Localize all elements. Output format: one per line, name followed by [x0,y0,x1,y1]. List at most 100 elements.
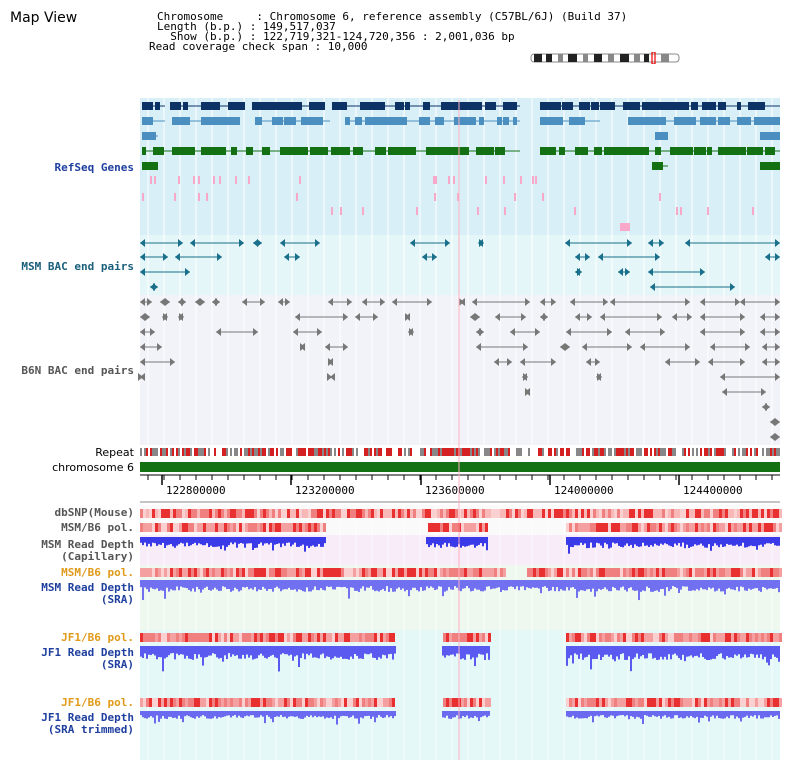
jf1-sra-depth-bar [642,646,644,655]
msm-cap-depth-bar [696,537,698,546]
msm-cap-depth-bar [318,537,320,544]
jf1-pol2-mark [743,698,746,707]
jf1-sra-depth-bar [392,646,394,660]
repeat-mark [428,448,430,456]
msm-pol2-mark [530,568,533,577]
jf1-pol2-mark [353,698,356,707]
msm-pol2-mark [482,568,485,577]
jf1-sra-depth-bar [566,646,568,666]
repeat-mark [770,448,772,456]
msm-sra-depth-bar [764,580,766,588]
jf1-trim-depth-bar [392,711,394,719]
jf1-trim-depth-bar [342,711,344,716]
jf1-pol-mark [218,633,221,642]
msm-sra-depth-bar [714,580,716,592]
msm-sra-depth-bar [244,580,246,588]
jf1-sra-depth-bar [370,646,372,654]
b6n-bac-end [165,298,170,306]
gene-exon [765,147,775,155]
repeat-mark [474,448,476,456]
msm-cap-depth-bar [706,537,708,548]
b6n-bac-end [494,358,499,366]
jf1-pol2-mark [719,698,722,707]
gene-exon [604,147,613,155]
msm-pol-mark [668,523,671,532]
jf1-pol-mark [182,633,185,642]
jf1-pol2-mark [242,698,245,707]
chromosome-ideogram[interactable] [528,52,682,64]
jf1-trim-depth-bar [680,711,682,718]
jf1-pol2-mark [641,698,644,707]
msm-sra-depth-bar [636,580,638,591]
jf1-pol-mark [332,633,335,642]
track-label-repeat: Repeat [95,446,134,459]
dbsnp-mark [536,509,539,518]
jf1-sra-depth-bar [280,646,282,655]
jf1-trim-depth-bar [442,711,444,718]
msm-cap-depth-bar [652,537,654,547]
msm-pol2-mark [350,568,353,577]
dbsnp-mark [311,509,314,518]
msm-pol-mark [146,523,149,532]
msm-pol-mark [731,523,734,532]
repeat-mark [728,448,730,456]
msm-pol-mark [185,523,188,532]
msm-cap-depth-bar [574,537,576,546]
msm-sra-depth-bar [228,580,230,590]
msm-cap-depth-bar [154,537,156,544]
jf1-trim-depth-bar [170,711,172,717]
repeat-mark [712,448,714,456]
msm-pol2-mark [344,568,347,577]
msm-pol2-mark [611,568,614,577]
jf1-trim-depth-bar [778,711,780,719]
refseq-mark [707,207,709,215]
msm-pol2-mark [260,568,263,577]
msm-sra-depth-bar [586,580,588,590]
jf1-sra-depth-bar [372,646,374,658]
jf1-trim-depth-bar [274,711,276,718]
repeat-mark [338,448,340,456]
msm-pol-mark [158,523,161,532]
msm-bac-end [140,253,145,261]
msm-pol-mark [446,523,449,532]
msm-cap-depth-bar [642,537,644,543]
repeat-mark [146,448,148,456]
repeat-mark [470,448,472,456]
jf1-pol2-mark [611,698,614,707]
msm-sra-depth-bar [746,580,748,591]
jf1-sra-depth-bar [284,646,286,655]
jf1-pol2-mark [647,698,650,707]
repeat-mark [190,448,192,456]
jf1-sra-depth-bar [694,646,696,657]
msm-pol-mark [743,523,746,532]
jf1-trim-depth-bar [376,711,378,718]
jf1-trim-depth-bar [710,711,712,717]
msm-cap-depth-bar [180,537,182,543]
refseq-mark [219,176,221,184]
repeat-mark [504,448,506,456]
jf1-pol-mark [251,633,254,642]
jf1-pol-mark [341,633,344,642]
msm-sra-depth-bar [352,580,354,588]
msm-sra-depth-bar [312,580,314,590]
jf1-trim-depth-bar [634,711,636,719]
repeat-mark [398,448,400,456]
jf1-sra-depth-bar [394,646,396,654]
repeat-mark [382,448,384,456]
jf1-sra-depth-bar [164,646,166,659]
msm-pol2-mark [437,568,440,577]
jf1-trim-depth-bar [140,711,142,716]
repeat-mark [528,448,530,456]
msm-cap-depth-bar [594,537,596,548]
msm-sra-depth-bar [580,580,582,591]
jf1-trim-depth-bar [306,711,308,716]
msm-cap-depth-bar [446,537,448,547]
msm-pol2-mark [440,568,443,577]
jf1-trim-depth-bar [592,711,594,723]
msm-pol2-mark [146,568,149,577]
jf1-trim-depth-bar [586,711,588,719]
b6n-bac-end [147,298,152,306]
dbsnp-mark [491,509,494,518]
track-label-msm-depth-sra: MSM Read Depth [41,581,134,594]
